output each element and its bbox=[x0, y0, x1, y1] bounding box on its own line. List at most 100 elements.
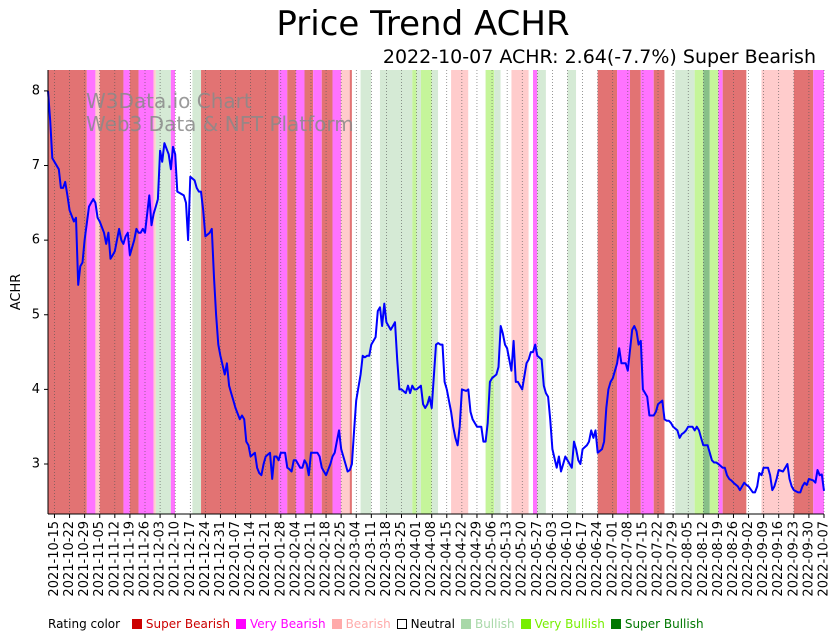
x-tick-label: 2021-11-05 bbox=[92, 521, 107, 597]
rating-band bbox=[793, 70, 814, 514]
x-axis-ticks: 2021-10-15 2021-10-22 2021-10-29 2021-11-05… bbox=[47, 514, 832, 597]
y-axis-label: ACHR bbox=[9, 274, 24, 311]
rating-band bbox=[761, 70, 794, 514]
rating-band bbox=[138, 70, 154, 514]
rating-band bbox=[371, 70, 380, 514]
rating-band bbox=[416, 70, 421, 514]
legend-item: Super Bearish bbox=[131, 617, 230, 631]
legend-swatch bbox=[610, 619, 621, 629]
price-line bbox=[47, 90, 825, 494]
y-tick-label: 7 bbox=[32, 158, 40, 173]
rating-band bbox=[349, 70, 352, 514]
legend-item-label: Neutral bbox=[410, 617, 455, 631]
rating-band bbox=[192, 70, 202, 514]
x-tick-label: 2021-12-10 bbox=[168, 521, 183, 597]
rating-band bbox=[494, 70, 501, 514]
rating-band bbox=[709, 70, 719, 514]
x-tick-label: 2022-03-11 bbox=[364, 521, 379, 597]
rating-band bbox=[48, 70, 87, 514]
rating-band bbox=[438, 70, 452, 514]
chart-subtitle: 2022-10-07 ACHR: 2.64(-7.7%) Super Beari… bbox=[382, 46, 816, 68]
rating-band bbox=[722, 70, 747, 514]
x-tick-label: 2022-05-06 bbox=[485, 521, 500, 597]
x-tick-label: 2022-06-10 bbox=[560, 521, 575, 597]
x-tick-label: 2022-08-05 bbox=[681, 521, 696, 597]
x-tick-label: 2022-05-13 bbox=[500, 521, 515, 597]
legend-swatch bbox=[520, 619, 531, 629]
x-tick-label: 2022-07-08 bbox=[620, 521, 635, 597]
x-tick-label: 2022-04-08 bbox=[424, 521, 439, 597]
x-tick-label: 2022-01-07 bbox=[228, 521, 243, 597]
legend-swatch bbox=[460, 619, 471, 629]
rating-band bbox=[630, 70, 641, 514]
legend-swatch bbox=[131, 619, 142, 629]
rating-band bbox=[99, 70, 124, 514]
x-tick-label: 2022-04-29 bbox=[469, 521, 484, 597]
rating-band bbox=[304, 70, 314, 514]
legend-item: Very Bullish bbox=[520, 617, 605, 631]
x-tick-label: 2022-08-12 bbox=[696, 521, 711, 597]
legend-item-label: Super Bullish bbox=[624, 617, 704, 631]
rating-band bbox=[155, 70, 171, 514]
x-tick-label: 2021-11-19 bbox=[122, 521, 137, 597]
x-tick-label: 2021-11-26 bbox=[138, 521, 153, 597]
x-tick-label: 2022-09-16 bbox=[771, 521, 786, 597]
legend-item: Neutral bbox=[396, 617, 455, 631]
rating-band bbox=[86, 70, 96, 514]
rating-band bbox=[485, 70, 495, 514]
rating-band bbox=[653, 70, 665, 514]
rating-band bbox=[313, 70, 322, 514]
rating-band bbox=[332, 70, 342, 514]
legend-swatch bbox=[331, 619, 342, 629]
x-tick-label: 2022-03-04 bbox=[349, 521, 364, 597]
legend-item: Super Bullish bbox=[610, 617, 704, 631]
rating-band bbox=[341, 70, 350, 514]
x-tick-label: 2022-02-18 bbox=[319, 521, 334, 597]
rating-band bbox=[537, 70, 546, 514]
rating-band bbox=[129, 70, 139, 514]
rating-band bbox=[295, 70, 305, 514]
watermark-line-1: W3Data.io Chart bbox=[86, 89, 252, 113]
x-tick-label: 2022-05-27 bbox=[530, 521, 545, 597]
x-tick-label: 2021-10-22 bbox=[62, 521, 77, 597]
rating-band bbox=[640, 70, 654, 514]
y-tick-label: 6 bbox=[32, 233, 40, 248]
x-tick-label: 2022-03-18 bbox=[379, 521, 394, 597]
legend-swatch bbox=[235, 619, 246, 629]
rating-band bbox=[545, 70, 568, 514]
rating-band bbox=[567, 70, 577, 514]
rating-band bbox=[703, 70, 710, 514]
x-tick-label: 2022-07-15 bbox=[635, 521, 650, 597]
legend-items: Super Bearish Very Bearish Bearish Neutral B… bbox=[131, 617, 710, 631]
x-tick-label: 2022-04-15 bbox=[439, 521, 454, 597]
watermark-line-2: Web3 Data & NFT Platform bbox=[86, 112, 354, 136]
legend-item-label: Bullish bbox=[474, 617, 515, 631]
y-tick-label: 4 bbox=[32, 382, 40, 397]
x-tick-label: 2022-05-20 bbox=[515, 521, 530, 597]
x-tick-label: 2021-12-31 bbox=[213, 521, 228, 597]
rating-band bbox=[576, 70, 598, 514]
x-tick-label: 2022-08-26 bbox=[726, 521, 741, 597]
legend-item: Very Bearish bbox=[235, 617, 326, 631]
x-tick-label: 2021-12-17 bbox=[183, 521, 198, 597]
x-tick-label: 2022-03-25 bbox=[394, 521, 409, 597]
y-tick-label: 5 bbox=[32, 307, 40, 322]
legend-item-label: Super Bearish bbox=[145, 617, 230, 631]
x-tick-label: 2022-10-07 bbox=[817, 521, 832, 597]
rating-band bbox=[528, 70, 533, 514]
x-tick-label: 2022-02-25 bbox=[334, 521, 349, 597]
rating-band bbox=[746, 70, 762, 514]
x-tick-label: 2022-08-19 bbox=[711, 521, 726, 597]
x-tick-label: 2022-01-28 bbox=[273, 521, 288, 597]
legend-item: Bearish bbox=[331, 617, 391, 631]
rating-band bbox=[170, 70, 176, 514]
rating-band bbox=[664, 70, 676, 514]
rating-band bbox=[360, 70, 372, 514]
rating-band bbox=[412, 70, 417, 514]
rating-band bbox=[123, 70, 130, 514]
rating-band bbox=[500, 70, 512, 514]
legend-item-label: Very Bearish bbox=[249, 617, 326, 631]
rating-band bbox=[153, 70, 156, 514]
x-tick-label: 2022-06-03 bbox=[545, 521, 560, 597]
legend-item-label: Bearish bbox=[345, 617, 391, 631]
